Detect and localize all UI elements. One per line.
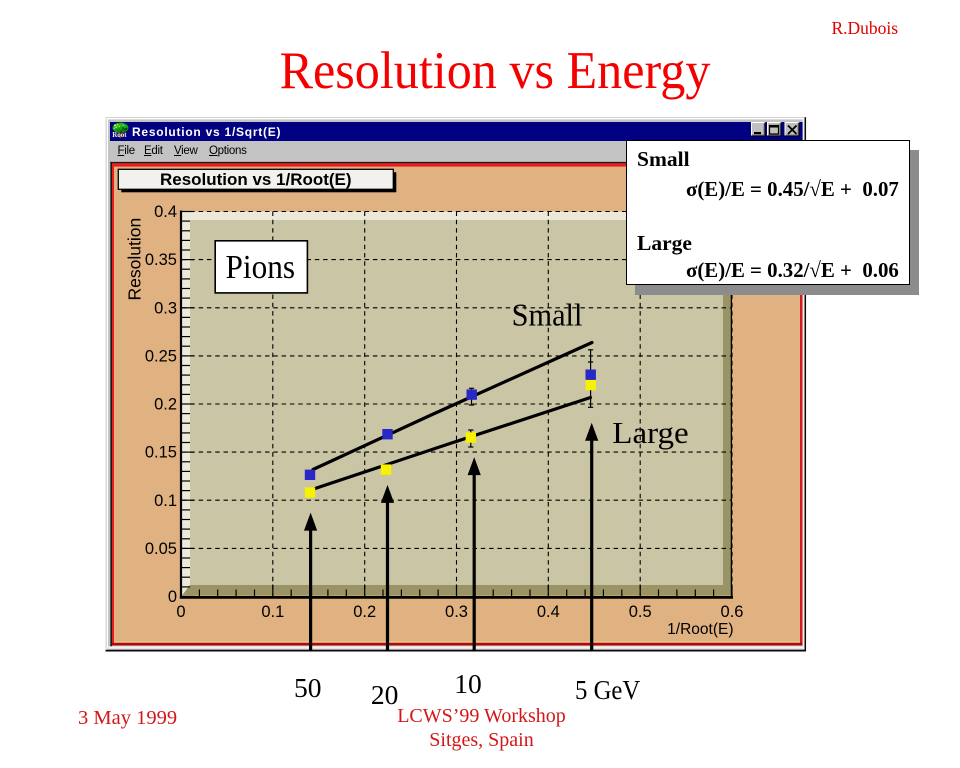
svg-text:0.2: 0.2 [353,603,376,621]
svg-text:0.5: 0.5 [629,603,652,621]
svg-text:0.4: 0.4 [154,203,177,221]
svg-text:Pions: Pions [226,249,296,286]
svg-text:Root: Root [112,131,127,139]
svg-text:0.3: 0.3 [154,299,177,317]
svg-text:0.25: 0.25 [145,348,177,366]
svg-text:0: 0 [176,603,185,621]
svg-text:0.15: 0.15 [145,444,177,462]
svg-text:0.4: 0.4 [537,603,560,621]
svg-text:0.2: 0.2 [154,396,177,414]
svg-text:Small: Small [512,296,583,332]
svg-text:0.1: 0.1 [261,603,284,621]
svg-text:Resolution: Resolution [125,218,145,301]
svg-text:0.6: 0.6 [721,603,744,621]
svg-text:0.3: 0.3 [445,603,468,621]
svg-text:0: 0 [168,588,177,606]
svg-text:0.35: 0.35 [145,251,177,269]
svg-text:1/Root(E): 1/Root(E) [667,621,733,638]
svg-text:0.1: 0.1 [154,492,177,510]
svg-text:0.05: 0.05 [145,540,177,558]
svg-text:Resolution vs 1/Root(E): Resolution vs 1/Root(E) [160,170,352,189]
svg-text:Large: Large [612,415,688,450]
